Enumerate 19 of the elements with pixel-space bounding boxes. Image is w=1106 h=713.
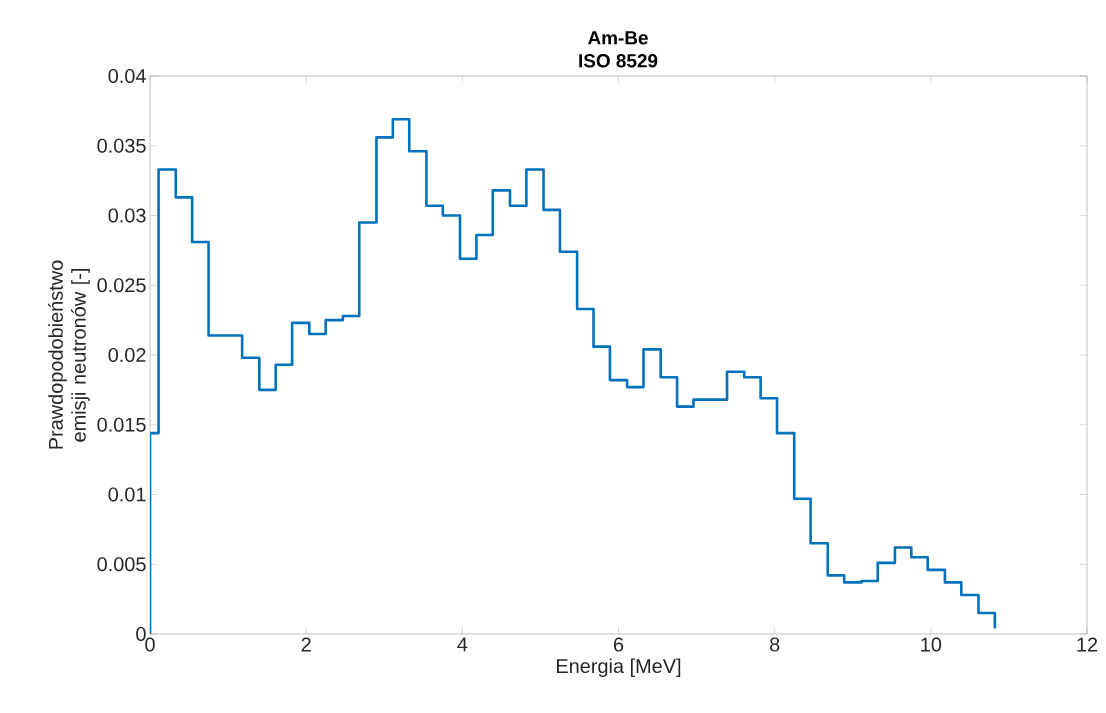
y-tick-label: 0.025: [97, 278, 146, 293]
x-tick-label: 6: [613, 637, 624, 652]
x-tick-label: 2: [301, 637, 311, 652]
y-tick-label: 0: [136, 626, 146, 642]
y-tick-label: 0.015: [97, 417, 146, 432]
x-tick-label: 8: [769, 637, 780, 652]
y-tick-label: 0.01: [108, 487, 146, 502]
y-tick-label: 0.035: [97, 138, 146, 153]
x-tick-label: 4: [457, 637, 468, 652]
chart-subtitle: ISO 8529: [579, 54, 658, 68]
x-tick-label: 12: [1077, 637, 1098, 652]
x-axis-title: Energia [MeV]: [557, 658, 681, 678]
y-tick-label: 0.04: [108, 68, 146, 84]
x-tick-label: 10: [921, 637, 942, 652]
y-axis-title: Prawdopodobieństwo emisji neutronów [-]: [48, 260, 90, 449]
y-tick-label: 0.005: [97, 557, 146, 572]
y-tick-label: 0.03: [108, 208, 146, 223]
chart-title: Am-Be: [587, 31, 648, 45]
y-tick-label: 0.02: [108, 347, 146, 363]
